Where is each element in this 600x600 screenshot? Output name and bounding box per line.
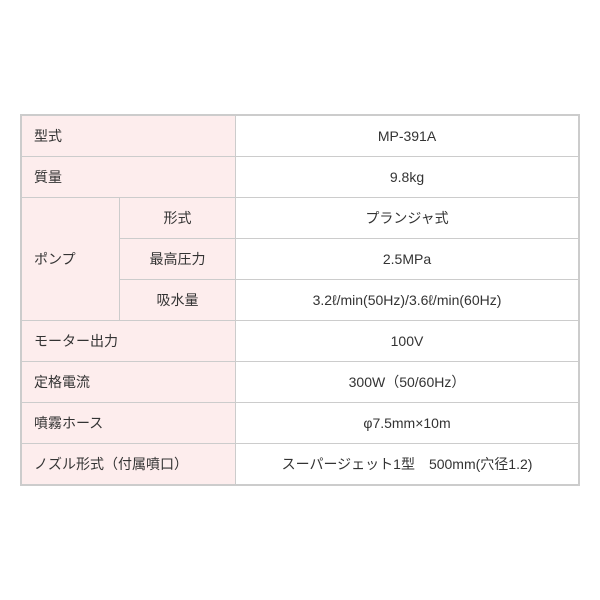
label-current: 定格電流 bbox=[22, 362, 236, 403]
label-hose: 噴霧ホース bbox=[22, 403, 236, 444]
table-row: ノズル形式（付属噴口） スーパージェット1型 500mm(穴径1.2) bbox=[22, 444, 579, 485]
table-row: 質量 9.8kg bbox=[22, 157, 579, 198]
table-row: 定格電流 300W（50/60Hz） bbox=[22, 362, 579, 403]
value-motor: 100V bbox=[236, 321, 579, 362]
value-hose: φ7.5mm×10m bbox=[236, 403, 579, 444]
value-mass: 9.8kg bbox=[236, 157, 579, 198]
value-pump-pressure: 2.5MPa bbox=[236, 239, 579, 280]
value-nozzle: スーパージェット1型 500mm(穴径1.2) bbox=[236, 444, 579, 485]
value-model: MP-391A bbox=[236, 116, 579, 157]
label-pump: ポンプ bbox=[22, 198, 120, 321]
table-row: 型式 MP-391A bbox=[22, 116, 579, 157]
label-motor: モーター出力 bbox=[22, 321, 236, 362]
table-row: ポンプ 形式 プランジャ式 bbox=[22, 198, 579, 239]
label-pump-suction: 吸水量 bbox=[120, 280, 236, 321]
label-model: 型式 bbox=[22, 116, 236, 157]
value-pump-suction: 3.2ℓ/min(50Hz)/3.6ℓ/min(60Hz) bbox=[236, 280, 579, 321]
label-mass: 質量 bbox=[22, 157, 236, 198]
label-nozzle: ノズル形式（付属噴口） bbox=[22, 444, 236, 485]
table-row: モーター出力 100V bbox=[22, 321, 579, 362]
spec-table-container: 型式 MP-391A 質量 9.8kg ポンプ 形式 プランジャ式 最高圧力 2… bbox=[20, 114, 580, 486]
label-pump-pressure: 最高圧力 bbox=[120, 239, 236, 280]
value-current: 300W（50/60Hz） bbox=[236, 362, 579, 403]
table-row: 噴霧ホース φ7.5mm×10m bbox=[22, 403, 579, 444]
value-pump-type: プランジャ式 bbox=[236, 198, 579, 239]
label-pump-type: 形式 bbox=[120, 198, 236, 239]
spec-table: 型式 MP-391A 質量 9.8kg ポンプ 形式 プランジャ式 最高圧力 2… bbox=[21, 115, 579, 485]
